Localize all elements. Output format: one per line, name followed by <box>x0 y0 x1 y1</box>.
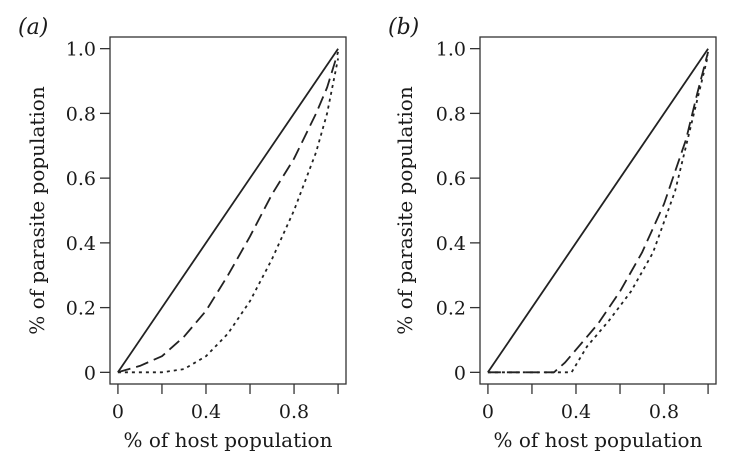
x-tick-label: 0 <box>482 401 494 423</box>
y-tick-label: 0.8 <box>436 103 466 125</box>
panel-label: (b) <box>388 15 419 40</box>
x-tick-label: 0.8 <box>649 401 679 423</box>
y-tick-label: 0.4 <box>66 233 96 255</box>
y-tick-label: 1.0 <box>436 39 466 61</box>
plot-frame <box>479 36 717 385</box>
series-line-dotted <box>487 54 709 374</box>
y-tick-label: 0.2 <box>436 298 466 320</box>
y-axis-label: % of parasite population <box>393 86 417 335</box>
x-tick-label: 0 <box>112 401 124 423</box>
series-line-solid <box>487 48 709 373</box>
y-tick-label: 0 <box>84 362 96 384</box>
y-tick-label: 0.8 <box>66 103 96 125</box>
y-tick-label: 0.6 <box>436 168 466 190</box>
y-tick-label: 0 <box>454 362 466 384</box>
y-axis-label: % of parasite population <box>25 86 49 335</box>
x-tick-label: 0.4 <box>191 401 221 423</box>
series-line-dashed <box>117 51 339 374</box>
panel-label: (a) <box>18 15 48 40</box>
plot-frame <box>109 36 347 385</box>
y-tick-label: 1.0 <box>66 39 96 61</box>
x-tick-label: 0.8 <box>279 401 309 423</box>
x-axis-label: % of host population <box>124 428 333 452</box>
y-tick-label: 0.2 <box>66 298 96 320</box>
x-axis-label: % of host population <box>494 428 703 452</box>
y-tick-label: 0.6 <box>66 168 96 190</box>
y-tick-label: 0.4 <box>436 233 466 255</box>
x-tick-label: 0.4 <box>561 401 591 423</box>
series-line-solid <box>117 48 339 373</box>
